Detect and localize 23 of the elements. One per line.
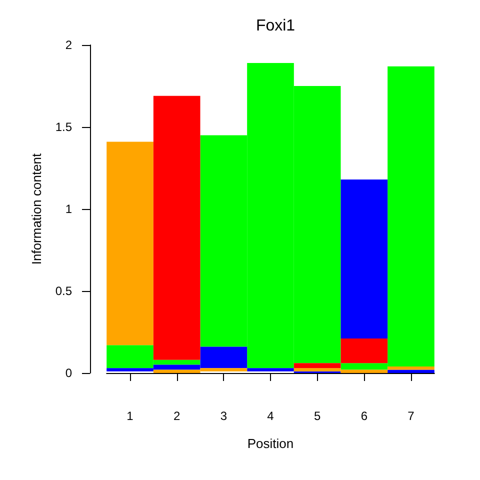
bar xyxy=(106,142,154,346)
bar xyxy=(388,370,434,373)
x-tick-label: 1 xyxy=(126,409,134,423)
y-tick-label: 0 xyxy=(65,366,72,380)
y-axis-title: Information content xyxy=(29,152,44,265)
chart-title: Foxi1 xyxy=(256,18,296,34)
y-tick-label: 1 xyxy=(65,202,72,216)
x-tick-label: 4 xyxy=(267,409,274,423)
bar xyxy=(294,363,341,368)
x-tick-label: 2 xyxy=(174,409,180,423)
bar xyxy=(247,368,294,372)
bar xyxy=(153,96,200,360)
bar xyxy=(340,179,388,339)
y-tick-label: 1.5 xyxy=(55,120,72,134)
x-tick-label: 5 xyxy=(314,409,321,423)
x-tick-label: 6 xyxy=(360,409,368,423)
bar xyxy=(388,366,434,370)
y-tick-label: 0.5 xyxy=(55,284,72,298)
y-tick-label: 2 xyxy=(65,38,72,52)
bar xyxy=(340,338,388,364)
x-axis-title: Position xyxy=(247,436,294,451)
x-tick-label: 7 xyxy=(408,409,415,423)
x-tick-label: 3 xyxy=(220,409,228,423)
